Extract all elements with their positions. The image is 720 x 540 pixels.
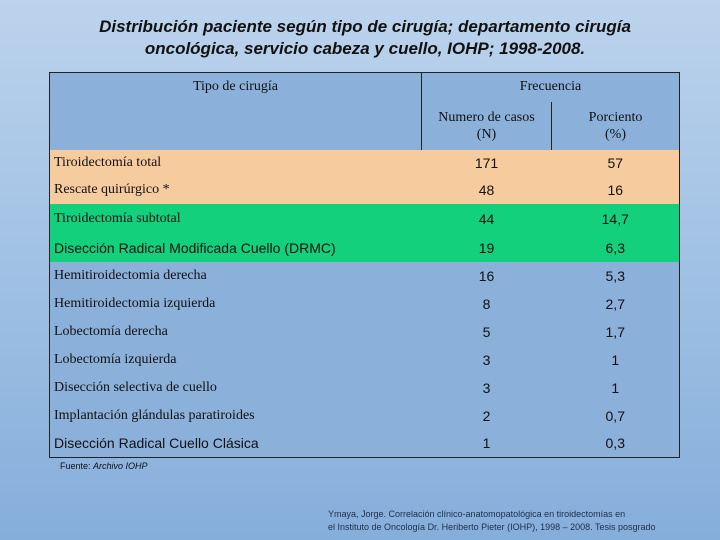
source-note: Fuente: Archivo IOHP [60, 461, 148, 471]
header-porciento: Porciento (%) [550, 101, 680, 150]
row-count: 3 [482, 379, 491, 396]
header-numero-casos-line2: (N) [476, 126, 497, 142]
row-count: 16 [478, 267, 495, 284]
header-porciento-line1: Porciento [588, 109, 643, 125]
table-row: Rescate quirúrgico * 48 16 [49, 176, 680, 204]
row-count: 1 [482, 435, 491, 452]
row-percent: 1 [611, 379, 620, 396]
source-name: Archivo IOHP [93, 461, 148, 471]
row-label: Tiroidectomía subtotal [54, 210, 181, 226]
row-count: 48 [478, 182, 495, 198]
row-label: Rescate quirúrgico * [54, 182, 170, 197]
row-label: Hemitiroidectomia derecha [54, 267, 207, 283]
table-row: Lobectomía derecha 5 1,7 [50, 318, 680, 346]
slide-title: Distribución paciente según tipo de ciru… [20, 16, 710, 60]
source-prefix: Fuente: [60, 461, 94, 471]
table-row: Hemitiroidectomia derecha 16 5,3 [50, 262, 680, 290]
header-blank [50, 102, 422, 150]
row-count: 5 [482, 323, 491, 340]
header-porciento-line2: (%) [605, 126, 626, 142]
row-count: 19 [478, 239, 495, 256]
header-tipo-cirugia: Tipo de cirugía [192, 79, 279, 95]
row-percent: 1 [611, 351, 620, 368]
row-percent: 16 [607, 182, 624, 198]
row-label: Tiroidectomía total [54, 155, 162, 170]
row-percent: 1,7 [605, 323, 625, 340]
row-label: Lobectomía izquierda [54, 351, 177, 367]
row-count: 8 [482, 295, 491, 312]
title-line-2: oncológica, servicio cabeza y cuello, IO… [144, 39, 586, 58]
header-numero-casos: Numero de casos (N) [421, 101, 552, 150]
row-count: 2 [482, 407, 491, 424]
row-percent: 14,7 [601, 210, 629, 227]
citation: Ymaya, Jorge. Correlación clínico-anatom… [328, 508, 718, 534]
table-row: Tiroidectomía total 171 57 [49, 149, 680, 177]
table-row: Lobectomía izquierda 3 1 [50, 346, 680, 374]
table-row: Disección Radical Cuello Clásica 1 0,3 [50, 430, 680, 458]
header-row-2: Numero de casos (N) Porciento (%) [50, 101, 680, 150]
row-percent: 6,3 [605, 239, 625, 256]
row-percent: 0,3 [605, 435, 625, 452]
table-row: Implantación glándulas paratiroides 2 0,… [50, 402, 680, 430]
row-percent: 0,7 [605, 407, 625, 424]
citation-line-2: el Instituto de Oncología Dr. Heriberto … [328, 522, 656, 532]
table-row: Hemitiroidectomia izquierda 8 2,7 [50, 290, 680, 318]
surgery-frequency-table: Tipo de cirugía Frecuencia Numero de cas… [49, 72, 681, 458]
table-row: Tiroidectomía subtotal 44 14,7 [49, 203, 680, 234]
table-row: Disección selectiva de cuello 3 1 [50, 374, 680, 402]
row-count: 44 [478, 210, 495, 227]
citation-line-1: Ymaya, Jorge. Correlación clínico-anatom… [328, 509, 626, 519]
row-count: 3 [482, 351, 491, 368]
header-numero-casos-line1: Numero de casos [438, 109, 535, 125]
table-row: Disección Radical Modificada Cuello (DRM… [49, 233, 680, 262]
row-label: Hemitiroidectomia izquierda [54, 295, 216, 311]
row-percent: 2,7 [605, 295, 625, 312]
header-row-1: Tipo de cirugía Frecuencia [50, 72, 680, 102]
row-label: Disección Radical Cuello Clásica [54, 435, 259, 452]
row-label: Implantación glándulas paratiroides [54, 407, 255, 423]
row-count: 171 [474, 155, 499, 171]
title-line-1: Distribución paciente según tipo de ciru… [99, 17, 631, 36]
row-percent: 57 [607, 155, 624, 171]
row-label: Disección selectiva de cuello [54, 379, 217, 395]
header-frecuencia: Frecuencia [420, 72, 680, 102]
row-percent: 5,3 [605, 267, 625, 284]
row-label: Lobectomía derecha [54, 323, 168, 339]
row-label: Disección Radical Modificada Cuello (DRM… [54, 239, 336, 256]
